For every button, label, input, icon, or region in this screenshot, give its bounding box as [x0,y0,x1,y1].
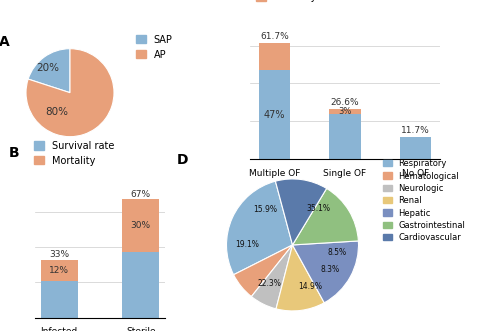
Text: 15.9%: 15.9% [253,205,277,214]
Wedge shape [28,49,70,93]
Wedge shape [26,49,114,137]
Wedge shape [276,245,324,311]
Text: 35.1%: 35.1% [307,204,331,213]
Text: 8.5%: 8.5% [327,248,346,257]
Text: 26.6%: 26.6% [330,98,360,107]
Legend: SAP, AP: SAP, AP [136,34,173,61]
Legend: Survival rate, Mortality: Survival rate, Mortality [255,0,336,3]
Legend: Respiratory, Hematological, Neurologic, Renal, Hepatic, Gastrointestinal, Cardio: Respiratory, Hematological, Neurologic, … [382,158,466,243]
Wedge shape [276,179,326,245]
Bar [329,109,361,115]
Wedge shape [252,245,292,309]
Text: 20%: 20% [36,64,60,73]
Text: 19.1%: 19.1% [236,240,260,249]
Text: D: D [177,153,188,166]
Bar [122,200,159,253]
Text: 14.9%: 14.9% [298,282,322,291]
Bar [329,115,361,159]
Text: 11.7%: 11.7% [401,126,430,135]
Text: 30%: 30% [130,221,151,230]
Text: 67%: 67% [130,190,151,199]
Wedge shape [226,181,292,275]
Legend: Survival rate, Mortality: Survival rate, Mortality [34,140,115,167]
Bar [122,253,159,318]
Bar [41,260,78,281]
Text: 8.3%: 8.3% [320,265,340,274]
Text: 80%: 80% [46,108,68,118]
Wedge shape [234,245,292,297]
Text: 22.3%: 22.3% [258,279,281,288]
Text: B: B [9,146,20,160]
Text: 12%: 12% [49,265,69,275]
Text: 33%: 33% [49,250,70,259]
Bar [258,43,290,70]
Bar [41,281,78,318]
Text: A: A [0,35,9,49]
Text: 47%: 47% [264,110,285,119]
Bar [258,70,290,159]
Wedge shape [292,241,358,303]
Text: 3%: 3% [338,107,351,116]
Text: 61.7%: 61.7% [260,32,289,41]
Wedge shape [292,188,358,245]
Bar [400,137,432,159]
